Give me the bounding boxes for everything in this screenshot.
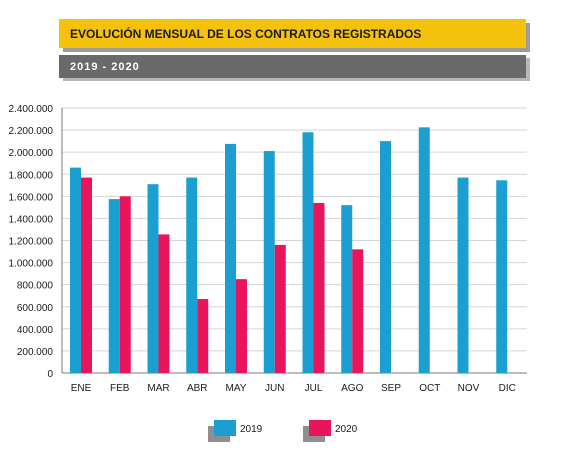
y-tick-label: 2.400.000 (9, 104, 54, 115)
x-tick-label: OCT (419, 383, 440, 394)
legend-swatch-2019 (208, 420, 236, 442)
legend-item-2020: 2020 (303, 420, 357, 442)
y-tick-label: 1.800.000 (9, 170, 54, 181)
bar-2019-nov (457, 177, 469, 373)
bar-2019-dic (496, 180, 508, 373)
x-tick-label: SEP (381, 383, 401, 394)
x-tick-label: NOV (458, 383, 480, 394)
title-band: EVOLUCIÓN MENSUAL DE LOS CONTRATOS REGIS… (59, 19, 526, 48)
bar-2020-abr (197, 299, 209, 373)
bar-2019-ago (341, 205, 353, 373)
bar-2020-ene (81, 177, 92, 373)
x-tick-label: ENE (71, 383, 92, 394)
x-tick-label: FEB (110, 383, 130, 394)
bar-2019-oct (418, 127, 430, 374)
x-tick-label: JUN (265, 383, 284, 394)
bar-2019-mar (147, 184, 159, 373)
bar-2020-may (236, 279, 247, 373)
bar-2020-feb (119, 196, 131, 373)
y-tick-label: 0 (47, 369, 53, 380)
y-tick-label: 800.000 (17, 281, 54, 292)
x-tick-label: JUL (305, 383, 323, 394)
bar-2019-sep (380, 141, 391, 373)
y-tick-label: 1.400.000 (9, 214, 54, 225)
bar-2019-jul (302, 132, 314, 373)
bar-2020-jul (313, 202, 325, 373)
bar-2019-jun (263, 151, 275, 373)
y-tick-label: 600.000 (17, 303, 54, 314)
chart-title: EVOLUCIÓN MENSUAL DE LOS CONTRATOS REGIS… (70, 26, 422, 41)
legend-label-2020: 2020 (335, 423, 358, 435)
x-tick-label: MAR (147, 383, 169, 394)
x-tick-label: MAY (226, 383, 247, 394)
bar-2019-abr (186, 177, 198, 373)
x-tick-label: DIC (499, 383, 516, 394)
y-tick-label: 2.200.000 (9, 126, 54, 137)
bar-2020-ago (352, 249, 364, 373)
bar-2020-mar (158, 234, 170, 373)
legend-swatch-2020 (303, 420, 331, 442)
x-tick-label: ABR (187, 383, 208, 394)
bar-2019-may (225, 143, 236, 373)
legend-label-2019: 2019 (240, 423, 263, 435)
y-tick-label: 1.600.000 (9, 192, 54, 203)
y-tick-label: 400.000 (17, 325, 54, 336)
bar-2019-feb (108, 199, 120, 373)
subtitle-band: 2019 - 2020 (59, 55, 526, 78)
bar-2020-jun (274, 244, 286, 373)
chart-subtitle: 2019 - 2020 (70, 60, 140, 73)
y-tick-label: 1.000.000 (9, 259, 54, 270)
y-tick-label: 1.200.000 (9, 237, 54, 248)
legend-item-2019: 2019 (208, 420, 262, 442)
bar-2019-ene (70, 167, 81, 373)
y-tick-label: 200.000 (17, 347, 54, 358)
y-tick-label: 2.000.000 (9, 148, 54, 159)
x-tick-label: AGO (341, 383, 363, 394)
